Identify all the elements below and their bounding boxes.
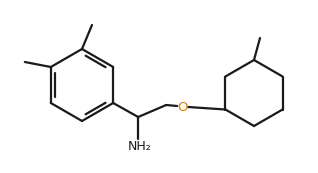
Text: O: O: [177, 101, 187, 113]
Text: NH₂: NH₂: [127, 139, 151, 153]
